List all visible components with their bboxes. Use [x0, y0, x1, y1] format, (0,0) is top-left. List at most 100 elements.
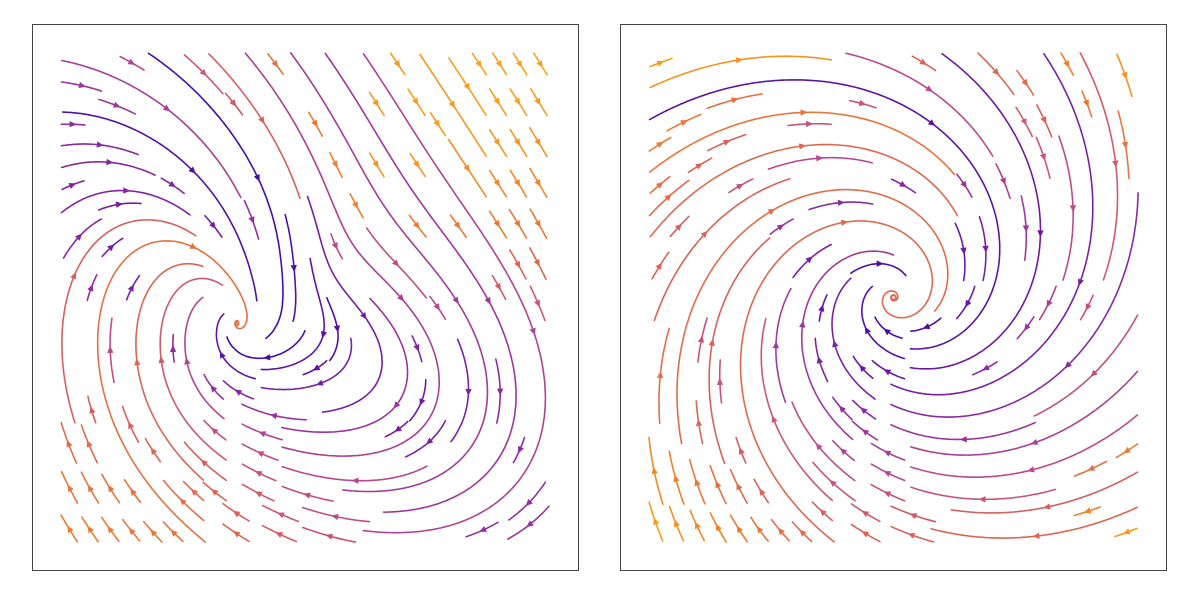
left-arrowhead: [325, 533, 333, 540]
left-arrowhead: [331, 160, 338, 169]
right-arrowhead: [1022, 225, 1030, 233]
right-arrowhead: [1020, 117, 1027, 126]
left-streamline: [61, 59, 242, 199]
left-arrowhead: [529, 327, 536, 336]
right-arrowhead: [883, 450, 892, 457]
left-arrowhead: [452, 296, 459, 305]
right-arrowhead: [664, 194, 672, 202]
right-arrowhead: [1046, 299, 1053, 308]
right-arrowhead: [772, 341, 780, 349]
right-arrowhead: [798, 143, 807, 150]
right-arrowhead: [674, 223, 682, 231]
right-streamline: [1058, 135, 1074, 281]
right-arrowhead: [1069, 205, 1077, 213]
right-arrowhead: [715, 480, 722, 489]
left-arrowhead: [229, 99, 237, 107]
streamplot-right-canvas: [648, 52, 1139, 543]
left-streamline: [450, 338, 470, 443]
right-streamline: [1079, 52, 1119, 281]
left-arrowhead: [391, 259, 400, 267]
left-arrowhead: [188, 166, 196, 174]
right-arrowhead: [1021, 78, 1028, 87]
left-arrowhead: [397, 294, 405, 302]
right-arrowhead: [839, 405, 846, 413]
right-arrowhead: [960, 247, 967, 255]
right-arrowhead: [799, 320, 806, 328]
right-arrowhead: [927, 119, 936, 126]
left-arrowhead: [258, 116, 265, 124]
right-arrowhead: [735, 57, 744, 64]
right-arrowhead: [736, 525, 744, 534]
left-arrowhead: [360, 311, 367, 320]
right-arrowhead: [1027, 466, 1035, 473]
left-arrowhead: [254, 491, 263, 498]
right-arrowhead: [982, 245, 989, 253]
right-arrowhead: [816, 155, 824, 162]
left-arrowhead: [86, 439, 93, 448]
left-arrowhead: [200, 459, 209, 467]
right-arrowhead: [816, 356, 824, 364]
right-streamline: [874, 316, 903, 339]
left-arrowhead: [66, 439, 73, 448]
left-streamline: [507, 505, 550, 540]
left-arrowhead: [536, 60, 543, 68]
right-arrowhead: [1040, 116, 1047, 124]
right-arrowhead: [860, 407, 868, 415]
left-streamline: [61, 219, 197, 424]
right-arrowhead: [651, 466, 658, 475]
left-arrowhead: [463, 82, 470, 91]
left-streamline: [289, 52, 489, 493]
left-arrowhead: [513, 138, 521, 146]
right-arrowhead: [800, 109, 808, 116]
left-arrowhead: [475, 60, 482, 68]
left-arrowhead: [69, 121, 77, 128]
left-streamline: [135, 262, 205, 481]
left-arrowhead: [433, 119, 440, 128]
right-arrowhead: [695, 163, 703, 170]
left-arrowhead: [211, 427, 219, 435]
left-arrowhead: [248, 216, 255, 224]
left-arrowhead: [232, 531, 241, 538]
left-arrowhead: [68, 183, 77, 189]
left-arrowhead: [263, 354, 271, 361]
left-streamline: [507, 481, 547, 521]
left-arrowhead: [311, 119, 318, 128]
right-arrowhead: [1023, 323, 1031, 331]
right-arrowhead: [982, 364, 990, 371]
left-arrowhead: [493, 97, 500, 106]
left-arrowhead: [211, 488, 219, 496]
left-arrowhead: [209, 221, 216, 229]
right-arrowhead: [861, 531, 870, 538]
left-arrowhead: [320, 330, 328, 339]
right-streamline: [831, 277, 876, 400]
left-arrowhead: [412, 97, 419, 106]
right-arrowhead: [735, 183, 744, 190]
left-arrowhead: [107, 345, 114, 353]
right-arrowhead: [656, 60, 665, 67]
right-arrowhead: [1030, 438, 1039, 445]
right-arrowhead: [819, 509, 827, 517]
right-arrowhead: [1085, 303, 1092, 311]
right-arrowhead: [680, 120, 688, 127]
left-arrowhead: [190, 488, 199, 496]
left-streamline: [96, 240, 248, 543]
left-arrowhead: [128, 421, 135, 430]
left-arrowhead: [269, 412, 278, 420]
left-arrowhead: [333, 325, 341, 333]
left-streamline: [226, 329, 306, 360]
left-arrowhead: [425, 437, 434, 445]
left-arrowhead: [463, 164, 470, 172]
right-arrowhead: [722, 139, 731, 146]
right-arrowhead: [655, 181, 664, 189]
left-arrowhead: [254, 470, 263, 477]
right-arrowhead: [673, 474, 680, 483]
left-arrowhead: [89, 406, 96, 414]
left-arrowhead: [127, 284, 134, 292]
right-arrowhead: [1082, 99, 1089, 108]
right-arrowhead: [883, 369, 892, 376]
right-streamline: [739, 220, 934, 543]
left-arrowhead: [484, 296, 491, 305]
left-arrowhead: [494, 282, 501, 291]
right-arrowhead: [829, 479, 837, 487]
left-arrowhead: [123, 187, 131, 194]
